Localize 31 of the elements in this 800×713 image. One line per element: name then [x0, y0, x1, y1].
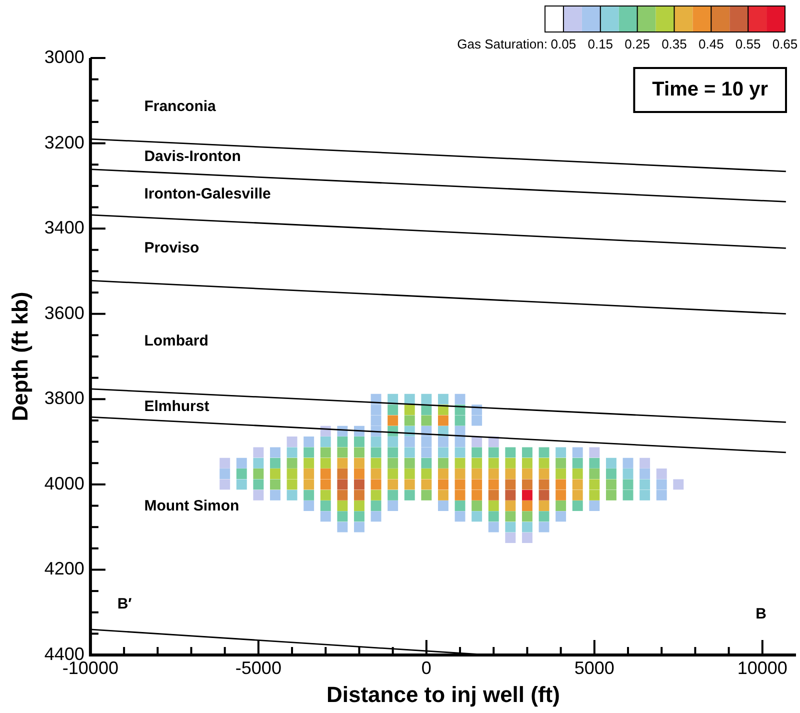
color-bar-label: 0.45	[698, 36, 724, 52]
color-bar-label: 0.15	[588, 36, 614, 52]
x-axis-title: Distance to inj well (ft)	[326, 682, 560, 707]
color-bar-label: 0.05	[550, 36, 576, 52]
x-tick-label: -5000	[235, 658, 282, 678]
annotation: Proviso	[144, 239, 200, 256]
color-bar-label: 0.55	[735, 36, 761, 52]
y-tick-label: 4200	[44, 558, 84, 579]
color-bar-label: 0.65	[772, 36, 798, 52]
color-bar-label: 0.25	[624, 36, 650, 52]
annotation: Davis-Ironton	[144, 148, 241, 166]
annotation: Franconia	[144, 98, 217, 116]
color-bar-label: 0.35	[662, 36, 687, 52]
annotation: B	[756, 606, 767, 623]
y-tick-label: 3200	[44, 132, 84, 152]
annotation: B′	[117, 595, 132, 612]
annotation: Ironton-Galesville	[144, 186, 271, 203]
annotation: Elmhurst	[144, 398, 210, 415]
y-tick-label: 3400	[44, 218, 84, 238]
y-axis-title: Depth (ft kb)	[7, 292, 32, 422]
y-tick-label: 3600	[44, 302, 84, 323]
y-tick-label: 3000	[44, 46, 84, 67]
annotation: Mount Simon	[144, 497, 240, 514]
annotation: Time = 10 yr	[652, 78, 768, 101]
x-tick-label: 5000	[574, 658, 614, 678]
y-tick-label: 3800	[44, 388, 84, 408]
color-bar-title: Gas Saturation:	[457, 36, 548, 52]
y-tick-label: 4000	[44, 473, 84, 494]
annotation: Lombard	[144, 332, 208, 350]
x-tick-label: 10000	[737, 658, 788, 678]
x-tick-label: 0	[421, 658, 432, 678]
